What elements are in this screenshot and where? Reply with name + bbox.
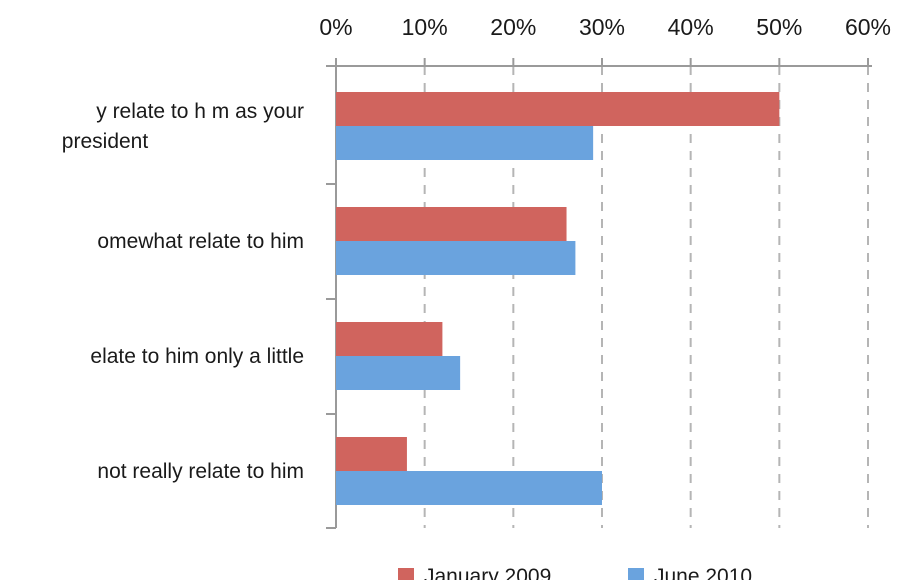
bar — [336, 241, 576, 275]
bar — [336, 437, 407, 471]
category-labels: y relate to h m as your president omewhat … — [62, 100, 304, 483]
x-tick-label: 30% — [579, 14, 625, 40]
category-label: not really relate to him — [97, 460, 304, 483]
bar — [336, 471, 602, 505]
category-label: president — [62, 130, 149, 153]
x-tick-label: 10% — [402, 14, 448, 40]
category-label: elate to him only a little — [90, 345, 304, 368]
legend-swatch — [628, 568, 644, 580]
category-label: y relate to h m as your — [96, 100, 304, 123]
bar — [336, 322, 443, 356]
legend-label: June 2010 — [654, 565, 752, 580]
bar — [336, 126, 594, 160]
category-label: omewhat relate to him — [97, 230, 304, 253]
legend: January 2009 June 2010 — [398, 565, 752, 580]
bar — [336, 92, 780, 126]
legend-label: January 2009 — [424, 565, 551, 580]
bar — [336, 207, 567, 241]
x-tick-label: 50% — [756, 14, 802, 40]
x-tick-label: 60% — [845, 14, 891, 40]
legend-swatch — [398, 568, 414, 580]
bar — [336, 356, 461, 390]
x-tick-label: 40% — [668, 14, 714, 40]
x-tick-label: 0% — [319, 14, 352, 40]
bars — [336, 92, 780, 505]
x-tick-label: 20% — [490, 14, 536, 40]
x-tick-labels: 0% 10% 20% 30% 40% 50% 60% — [319, 14, 891, 40]
